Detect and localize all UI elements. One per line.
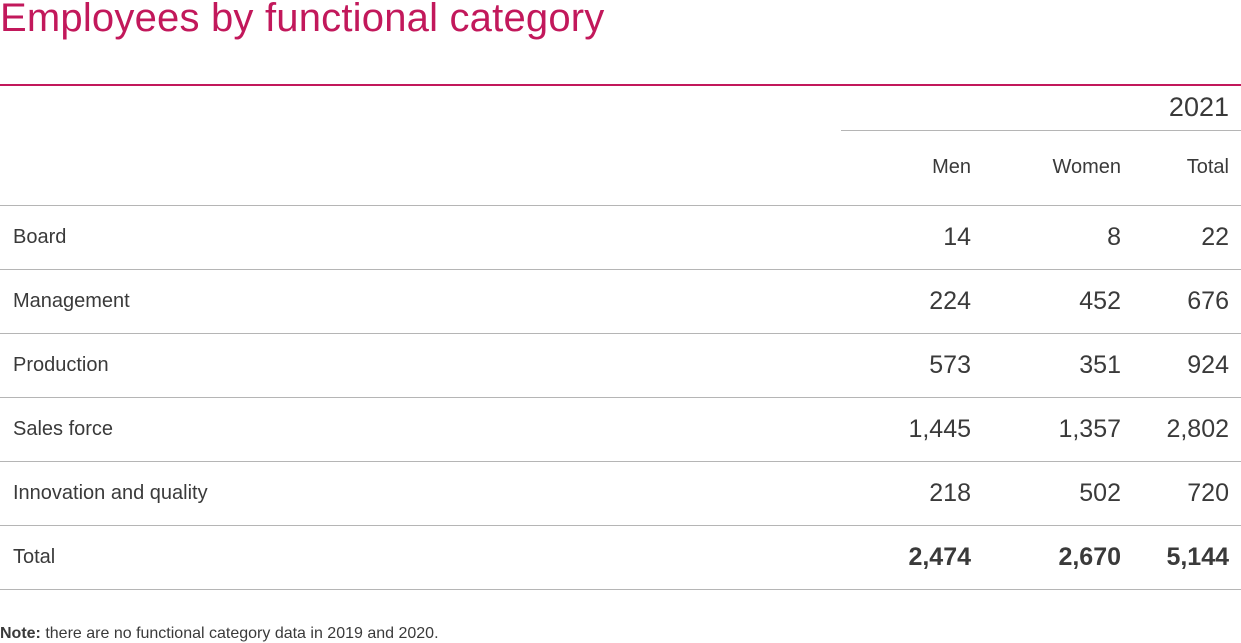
cell-total: 924 xyxy=(1187,351,1229,379)
footnote-text: there are no functional category data in… xyxy=(40,625,439,642)
row-label: Board xyxy=(13,226,67,248)
row-label: Sales force xyxy=(13,418,114,440)
header-divider xyxy=(0,205,1241,206)
cell-women: 351 xyxy=(1079,351,1121,379)
cell-total: 720 xyxy=(1187,479,1229,507)
table-row-management: Management 224 452 676 xyxy=(0,270,1241,334)
cell-men: 2,474 xyxy=(908,543,971,571)
title-divider xyxy=(0,84,1241,86)
cell-women: 1,357 xyxy=(1058,415,1121,443)
cell-men: 14 xyxy=(943,223,971,251)
row-label: Management xyxy=(13,290,130,312)
cell-men: 224 xyxy=(929,287,971,315)
cell-men: 1,445 xyxy=(908,415,971,443)
cell-total: 2,802 xyxy=(1166,415,1229,443)
page-title: Employees by functional category xyxy=(0,0,605,40)
cell-men: 573 xyxy=(929,351,971,379)
table-row-innovation-and-quality: Innovation and quality 218 502 720 xyxy=(0,462,1241,526)
row-label: Innovation and quality xyxy=(13,482,208,504)
table-row-board: Board 14 8 22 xyxy=(0,206,1241,270)
footnote-label: Note: xyxy=(0,625,41,642)
cell-women: 452 xyxy=(1079,287,1121,315)
cell-total: 5,144 xyxy=(1166,543,1229,571)
cell-total: 676 xyxy=(1187,287,1229,315)
row-label: Production xyxy=(13,354,109,376)
table-row-total: Total 2,474 2,670 5,144 xyxy=(0,526,1241,590)
column-header-women: Women xyxy=(1052,156,1121,178)
table-row-production: Production 573 351 924 xyxy=(0,334,1241,398)
year-divider xyxy=(841,130,1241,131)
cell-total: 22 xyxy=(1201,223,1229,251)
table-row-sales-force: Sales force 1,445 1,357 2,802 xyxy=(0,398,1241,462)
footnote: Note: there are no functional category d… xyxy=(0,625,439,643)
year-header: 2021 xyxy=(1168,92,1229,122)
cell-women: 2,670 xyxy=(1058,543,1121,571)
column-header-total: Total xyxy=(1186,156,1229,178)
cell-men: 218 xyxy=(929,479,971,507)
row-label: Total xyxy=(13,546,56,568)
cell-women: 502 xyxy=(1079,479,1121,507)
column-header-men: Men xyxy=(932,156,971,178)
table-body: Board 14 8 22 Management 224 452 676 Pro… xyxy=(0,206,1241,590)
cell-women: 8 xyxy=(1107,223,1121,251)
